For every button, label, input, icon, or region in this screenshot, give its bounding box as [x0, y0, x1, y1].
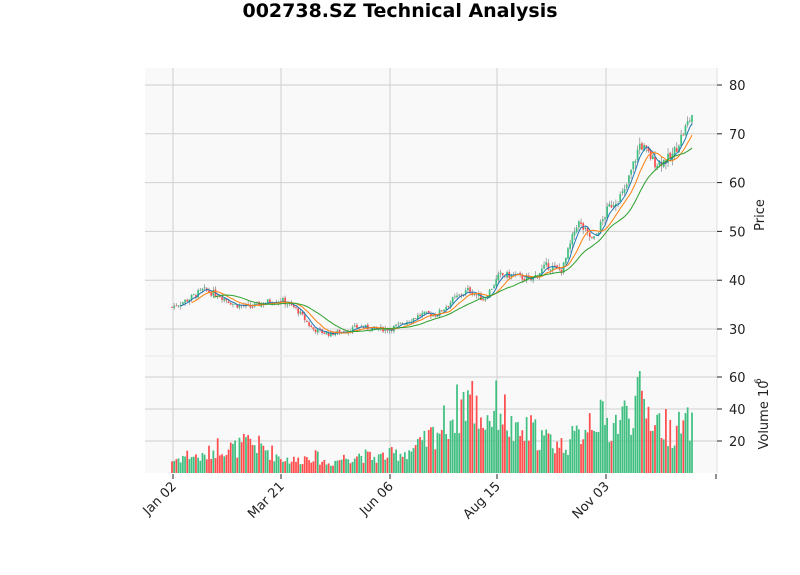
x-tick-label: Nov 03	[570, 479, 613, 522]
volume-exponent: 6	[754, 378, 764, 384]
volume-bars	[171, 371, 693, 473]
volume-tick-label: 20	[729, 435, 746, 450]
price-tick-label: 30	[729, 323, 746, 338]
price-tick-label: 50	[729, 225, 746, 240]
grid-lines	[145, 68, 718, 473]
x-tick-label: Aug 15	[461, 479, 504, 522]
volume-tick-label: 60	[729, 371, 746, 386]
x-tick-label: Jun 06	[357, 479, 397, 519]
x-tick-label: Mar 21	[245, 479, 288, 522]
price-tick-label: 60	[729, 177, 746, 192]
volume-tick-label: 40	[729, 403, 746, 418]
price-tick-label: 40	[729, 274, 746, 289]
moving-averages	[180, 123, 693, 335]
volume-axis-label: Volume 10	[757, 380, 772, 449]
price-tick-label: 80	[729, 79, 746, 94]
price-tick-label: 70	[729, 128, 746, 143]
x-tick-label: Jan 02	[140, 479, 180, 519]
price-panel	[145, 68, 717, 356]
chart-title: 002738.SZ Technical Analysis	[242, 0, 558, 22]
price-candles	[171, 114, 693, 338]
price-axis-label: Price	[753, 199, 768, 231]
